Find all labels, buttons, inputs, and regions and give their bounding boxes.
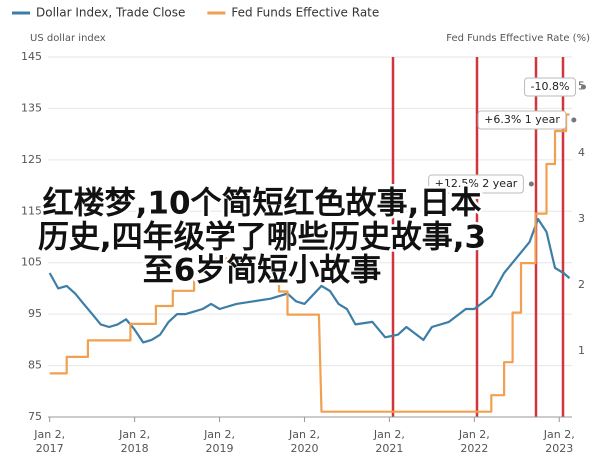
annotation-box (477, 110, 567, 130)
y2-tick-label: 2 (578, 278, 585, 291)
x-tick-label: Jan 2, 2022 (458, 428, 490, 455)
annotation: -10.8% (531, 80, 570, 93)
y-axis-label: US dollar index (30, 33, 106, 44)
y2-axis-label: Fed Funds Effective Rate (%) (446, 33, 590, 44)
annotation-box (428, 174, 524, 194)
y-tick-label: 85 (28, 359, 42, 372)
legend-label: Fed Funds Effective Rate (231, 6, 379, 20)
x-tick-label: Jan 2, 2017 (33, 428, 65, 455)
annotation-box (524, 77, 576, 97)
y-tick-label: 145 (21, 50, 42, 63)
y2-tick-label: 3 (578, 212, 585, 225)
annotation: +12.5% 2 year (435, 177, 518, 190)
x-tick-label: Jan 2, 2021 (373, 428, 405, 455)
x-tick-label: Jan 2, 2020 (288, 428, 320, 455)
overlay-text: 红楼梦,10个简短红色故事,日本 (43, 186, 482, 222)
annotation-dot (571, 117, 577, 123)
series-line (48, 217, 571, 344)
y-tick-label: 125 (21, 153, 42, 166)
y-tick-label: 115 (21, 204, 42, 217)
x-tick-label: Jan 2, 2019 (203, 428, 235, 455)
annotation: +6.3% 1 year (484, 113, 560, 126)
series-line (49, 113, 570, 413)
overlay-text: 至6岁简短小故事 (143, 253, 382, 289)
annotation-dot (580, 84, 586, 90)
legend-label: Dollar Index, Trade Close (36, 6, 185, 20)
y-tick-label: 105 (21, 256, 42, 269)
y-tick-label: 95 (28, 307, 42, 320)
overlay-text: 历史,四年级学了哪些历史故事,3 (38, 220, 486, 256)
x-tick-label: Jan 2, 2018 (118, 428, 150, 455)
x-tick-label: Jan 2, 2023 (543, 428, 575, 455)
annotation-dot (528, 181, 534, 187)
y2-tick-label: 1 (578, 344, 585, 357)
y2-tick-label: 4 (578, 146, 585, 159)
y-tick-label: 75 (28, 410, 42, 423)
y-tick-label: 135 (21, 101, 42, 114)
